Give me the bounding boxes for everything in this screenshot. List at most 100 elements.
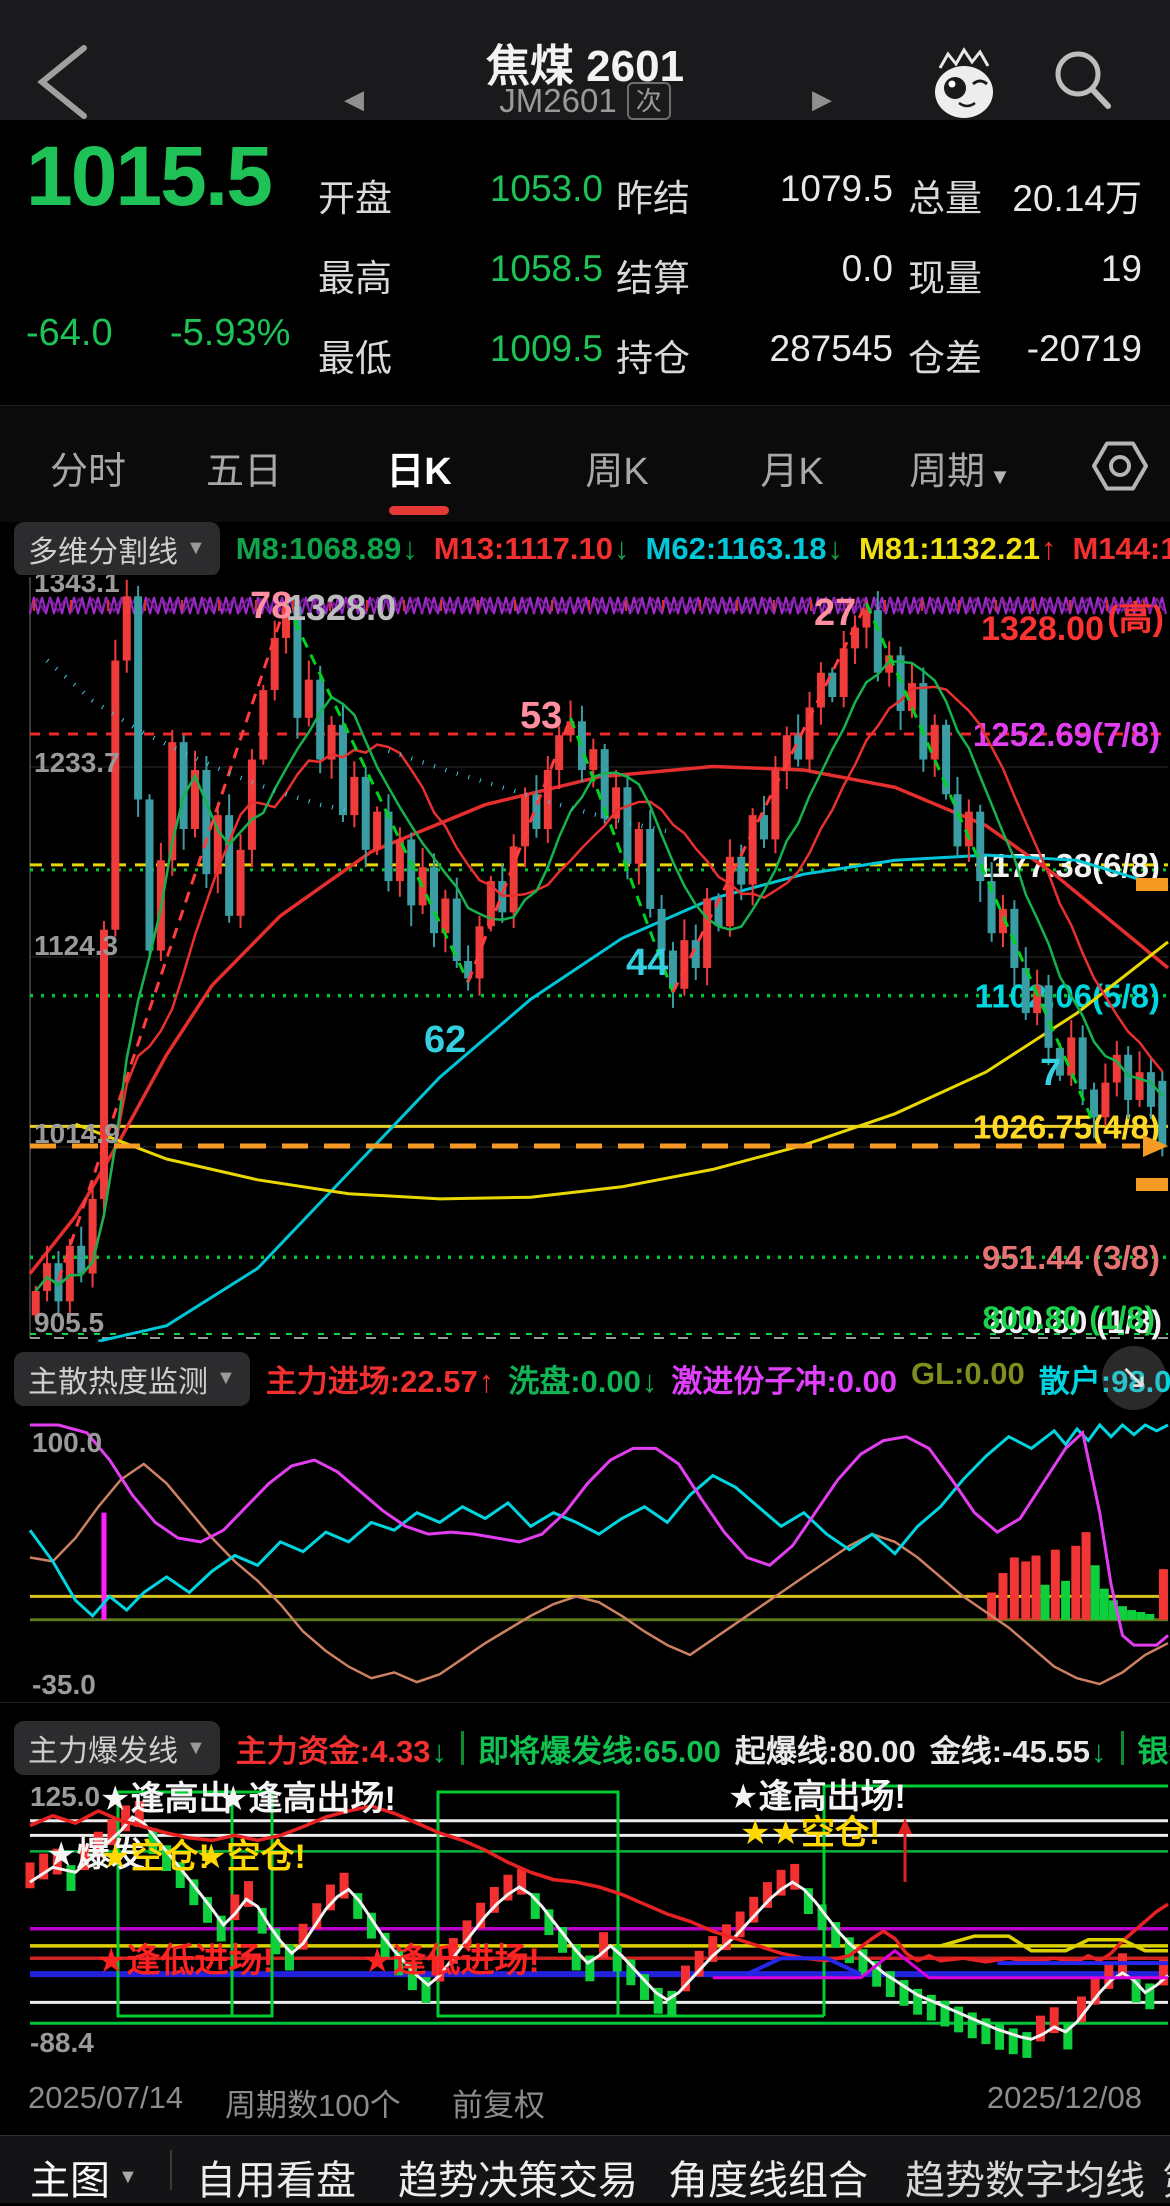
svg-text:27: 27	[814, 592, 856, 634]
nav-item-3[interactable]: 角度线组合	[668, 2159, 868, 2203]
svg-text:★空仓!: ★空仓!	[196, 1838, 306, 1876]
svg-text:1233.7: 1233.7	[34, 747, 120, 778]
expand-icon[interactable]: ↘	[1102, 1346, 1166, 1410]
quote-label: 结算	[616, 258, 690, 299]
nav-divider	[170, 2150, 172, 2190]
tab-月K[interactable]: 月K	[760, 451, 824, 493]
range-end-date: 2025/12/08	[986, 2080, 1142, 2115]
quote-label: 现量	[908, 258, 982, 299]
quote-label: 持仓	[616, 338, 690, 379]
legend-item: 主力进场:22.57↑	[265, 1364, 495, 1399]
svg-text:★空仓!: ★空仓!	[100, 1838, 210, 1876]
svg-text:-88.4: -88.4	[30, 2027, 94, 2058]
quote-label: 最低	[318, 338, 392, 379]
legend-item: M8:1068.89↓	[235, 530, 418, 566]
nav-main-chart-selector[interactable]: 主图 ▼	[30, 2159, 138, 2203]
legend-item: M144:1117.76↑	[1072, 530, 1170, 566]
svg-text:1102.06(5/8): 1102.06(5/8)	[975, 978, 1160, 1015]
range-start-date: 2025/07/14	[28, 2080, 184, 2115]
svg-text:800.80 (1/8): 800.80 (1/8)	[982, 1300, 1155, 1336]
quote-label: 仓差	[908, 338, 982, 379]
main-indicator-legend: 多维分割线 ▼ M8:1068.89↓ M13:1117.10↓ M62:1163.1…	[0, 522, 1170, 575]
svg-text:1252.69(7/8): 1252.69(7/8)	[973, 716, 1160, 753]
legend-item: 洗盘:0.00↓	[508, 1364, 658, 1399]
svg-text:78: 78	[250, 585, 292, 627]
next-contract-icon[interactable]: ▶	[812, 84, 832, 114]
svg-text:905.5: 905.5	[34, 1307, 104, 1338]
main-indicator-selector[interactable]: 多维分割线 ▼	[14, 522, 220, 575]
legend-item: GL:0.00	[911, 1356, 1025, 1391]
range-info-row: 2025/07/14 周期数100个 前复权 2025/12/08	[0, 2060, 1170, 2135]
svg-text:(高): (高)	[1107, 600, 1164, 638]
period-tabbar: 分时 五日 日K 周K 月K 周期 ▼	[0, 405, 1170, 524]
price-change-pct: -5.93%	[170, 312, 291, 354]
last-price: 1015.5	[26, 129, 273, 223]
quote-value: 19	[1100, 248, 1142, 289]
quote-value: 0.0	[841, 248, 893, 289]
legend-item: 主力资金:4.33↓	[235, 1733, 447, 1769]
sub-chart-1[interactable]	[0, 1415, 1170, 1702]
prev-contract-icon[interactable]: ◀	[344, 84, 364, 114]
bottom-nav: 主图▼ 自用看盘趋势决策交易角度线组合趋势数字均线第	[0, 2135, 1170, 2203]
nav-item-5[interactable]: 第	[1162, 2148, 1170, 2206]
legend-item: 起爆线:80.00	[734, 1733, 916, 1769]
legend-divider	[460, 1731, 464, 1765]
svg-text:★逢高出场!: ★逢高出场!	[218, 1780, 396, 1818]
gear-icon[interactable]	[1092, 438, 1148, 494]
nav-item-2[interactable]: 趋势决策交易	[398, 2159, 638, 2203]
svg-text:53: 53	[520, 695, 562, 737]
legend-item: 散户:98.06↓	[1038, 1364, 1170, 1399]
sub1-indicator-legend: 主散热度监测 ▼ 主力进场:22.57↑ 洗盘:0.00↓ 激进份子冲:0.00 GL:…	[0, 1342, 1170, 1415]
svg-text:100.0: 100.0	[32, 1427, 102, 1458]
svg-text:★逢高出场!: ★逢高出场!	[728, 1778, 906, 1816]
tab-五日[interactable]: 五日	[205, 451, 283, 493]
svg-text:★逢低进场!: ★逢低进场!	[362, 1942, 540, 1980]
svg-text:44: 44	[626, 942, 668, 984]
legend-divider	[1120, 1731, 1124, 1765]
header: ◀ 焦煤 2601 JM2601 次 ▶	[0, 0, 1170, 120]
back-icon[interactable]	[24, 40, 104, 124]
legend-item: 金线:-45.55↓	[929, 1733, 1107, 1769]
quote-label: 开盘	[318, 178, 392, 219]
price-change: -64.0	[26, 312, 113, 354]
sub1-indicator-selector[interactable]: 主散热度监测 ▼	[14, 1351, 250, 1406]
period-count: 周期数100个	[225, 2088, 401, 2123]
quote-value: 20.14万	[1012, 178, 1142, 219]
mascot-icon[interactable]	[928, 44, 1004, 120]
active-tab-indicator	[389, 506, 449, 515]
sub2-indicator-selector[interactable]: 主力爆发线 ▼	[14, 1721, 220, 1775]
quote-label: 最高	[318, 258, 392, 299]
svg-text:7: 7	[1040, 1052, 1061, 1094]
svg-text:★逢低进场!: ★逢低进场!	[96, 1942, 274, 1980]
legend-item: 激进份子冲:0.00	[671, 1364, 898, 1399]
quote-label: 昨结	[616, 178, 690, 219]
svg-text:1124.3: 1124.3	[34, 930, 118, 961]
tab-分时[interactable]: 分时	[49, 451, 127, 493]
nav-item-4[interactable]: 趋势数字均线	[905, 2159, 1145, 2203]
svg-text:800.80 (1/8): 800.80 (1/8)	[989, 1304, 1162, 1340]
svg-text:1328.00: 1328.00	[981, 610, 1104, 648]
nav-item-1[interactable]: 自用看盘	[196, 2159, 356, 2203]
legend-item: M13:1117.10↓	[433, 530, 630, 566]
svg-text:★★空仓!: ★★空仓!	[740, 1814, 880, 1852]
svg-text:951.44 (3/8): 951.44 (3/8)	[982, 1239, 1160, 1276]
main-chart[interactable]	[0, 575, 1170, 1342]
svg-text:★爆发: ★爆发	[46, 1836, 144, 1874]
quote-value: -20719	[1026, 328, 1142, 369]
tab-周K[interactable]: 周K	[585, 451, 649, 493]
adjust-mode[interactable]: 前复权	[452, 2088, 545, 2123]
svg-text:62: 62	[424, 1019, 466, 1061]
sub-chart-2[interactable]	[0, 1778, 1170, 2060]
quote-label: 总量	[908, 178, 982, 219]
legend-item: M81:1132.21↑	[859, 530, 1057, 566]
legend-item: 银线:-52.31	[1137, 1733, 1170, 1769]
quote-panel: 1015.5 -64.0 -5.93% 开盘 1053.0 昨结 1079.5 总量 20…	[0, 120, 1170, 405]
tab-周期[interactable]: 周期 ▼	[909, 451, 1011, 493]
legend-item: M62:1163.18↓	[645, 530, 843, 566]
quote-value: 1058.5	[489, 248, 603, 289]
tab-日K[interactable]: 日K	[386, 451, 452, 493]
sub2-indicator-legend: 主力爆发线 ▼ 主力资金:4.33↓ 即将爆发线:65.00 起爆线:80.00 金线:…	[0, 1718, 1170, 1778]
search-icon[interactable]	[1042, 44, 1126, 120]
quote-value: 1053.0	[489, 168, 603, 209]
